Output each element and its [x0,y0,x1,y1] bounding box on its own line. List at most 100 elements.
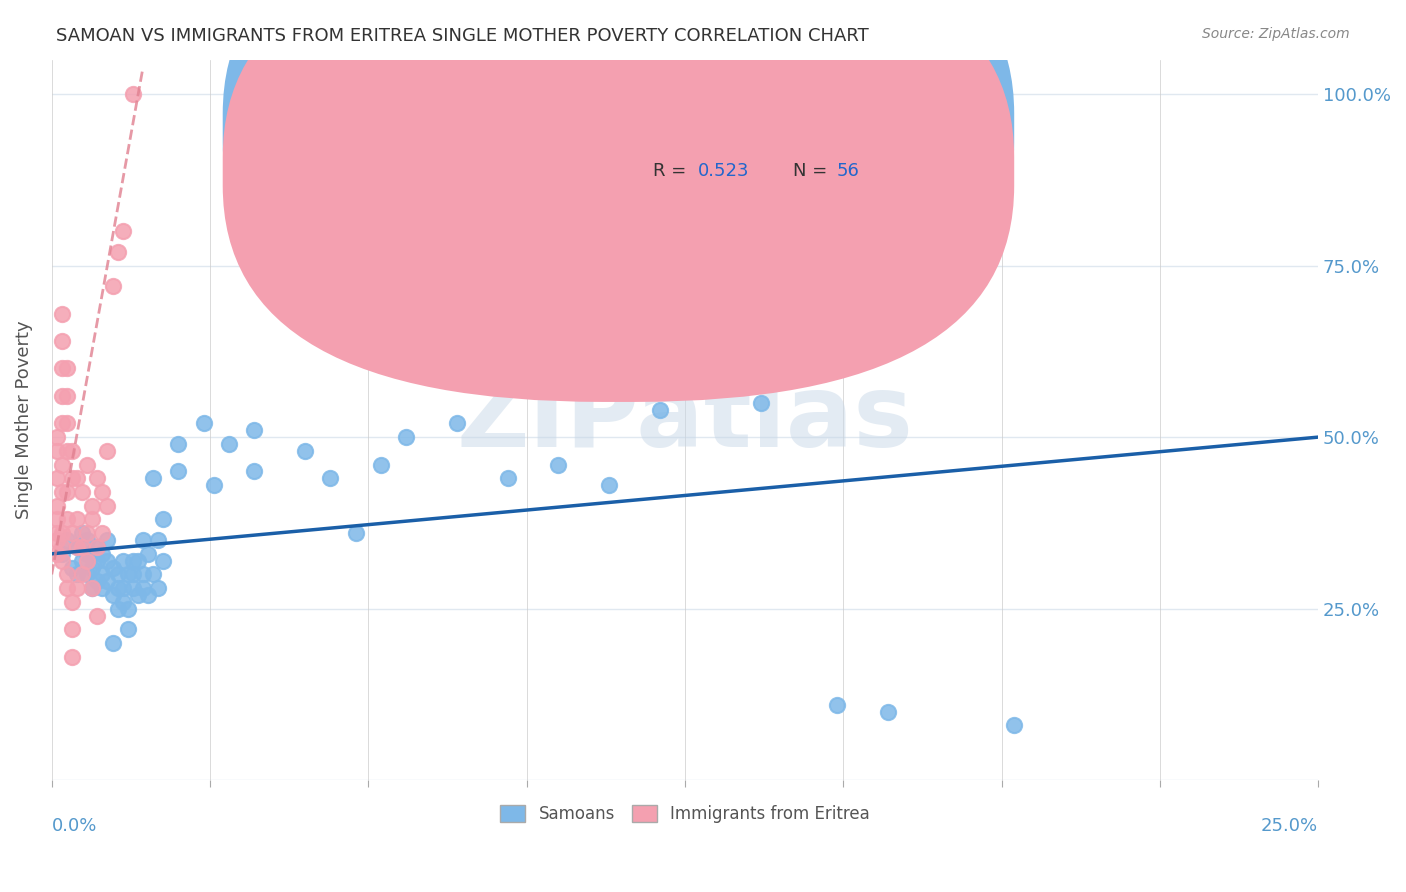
Point [91,526,114,541]
Point [101,588,124,602]
Point [218,437,240,451]
Point [82,560,104,574]
Point [45,533,67,547]
Point [1002,718,1025,732]
Text: 0.0%: 0.0% [52,817,97,835]
Point [45,443,67,458]
Text: R =: R = [654,162,692,180]
Point [243,423,266,437]
Point [82,581,104,595]
Point [60,595,83,609]
Point [45,499,67,513]
Point [60,623,83,637]
Point [121,581,143,595]
Point [82,547,104,561]
Point [56,512,79,526]
Point [56,581,79,595]
Point [66,471,89,485]
Point [121,87,143,101]
Point [136,588,159,602]
Text: Source: ZipAtlas.com: Source: ZipAtlas.com [1202,27,1350,41]
Point [86,554,108,568]
Point [76,567,98,582]
Point [66,540,89,554]
Point [51,361,73,376]
FancyBboxPatch shape [222,0,1014,402]
Point [146,533,169,547]
Y-axis label: Single Mother Poverty: Single Mother Poverty [15,320,32,519]
Point [117,567,139,582]
Point [56,361,79,376]
FancyBboxPatch shape [222,0,1014,359]
Point [127,588,149,602]
Point [146,581,169,595]
Text: SAMOAN VS IMMIGRANTS FROM ERITREA SINGLE MOTHER POVERTY CORRELATION CHART: SAMOAN VS IMMIGRANTS FROM ERITREA SINGLE… [56,27,869,45]
Text: ZIPatlas: ZIPatlas [457,371,914,468]
Point [66,581,89,595]
Point [51,417,73,431]
Point [825,698,848,712]
Point [167,437,190,451]
Point [45,430,67,444]
Point [91,567,114,582]
Point [60,649,83,664]
Point [51,526,73,541]
Point [70,485,93,500]
Point [121,554,143,568]
Point [66,512,89,526]
Point [101,279,124,293]
Point [51,307,73,321]
Point [56,417,79,431]
Point [121,567,143,582]
Point [60,443,83,458]
Point [76,533,98,547]
Point [598,478,620,492]
Point [749,396,772,410]
Point [70,554,93,568]
Point [107,601,129,615]
Point [107,581,129,595]
Point [45,547,67,561]
Point [294,443,316,458]
Legend: Samoans, Immigrants from Eritrea: Samoans, Immigrants from Eritrea [494,798,876,830]
Point [319,471,342,485]
FancyBboxPatch shape [571,103,1001,211]
Point [51,334,73,348]
Point [107,244,129,259]
Point [132,581,155,595]
Point [111,224,134,238]
Text: N =: N = [793,119,832,137]
Point [51,540,73,554]
Point [142,471,165,485]
Point [96,554,118,568]
Point [152,512,174,526]
Point [91,485,114,500]
Point [117,623,139,637]
Point [86,540,108,554]
Point [82,512,104,526]
Point [86,608,108,623]
Point [101,636,124,650]
Text: 0.243: 0.243 [697,119,749,137]
Point [51,389,73,403]
Point [395,430,418,444]
Point [96,574,118,589]
Point [86,540,108,554]
Point [76,547,98,561]
Point [86,471,108,485]
Point [496,471,519,485]
Point [142,567,165,582]
Point [96,533,118,547]
Point [243,465,266,479]
Point [76,554,98,568]
Point [132,533,155,547]
Point [202,478,225,492]
Point [70,540,93,554]
Point [111,554,134,568]
Point [82,499,104,513]
Point [70,567,93,582]
Point [193,417,215,431]
Point [45,526,67,541]
Point [699,382,721,396]
Text: 0.523: 0.523 [697,162,749,180]
